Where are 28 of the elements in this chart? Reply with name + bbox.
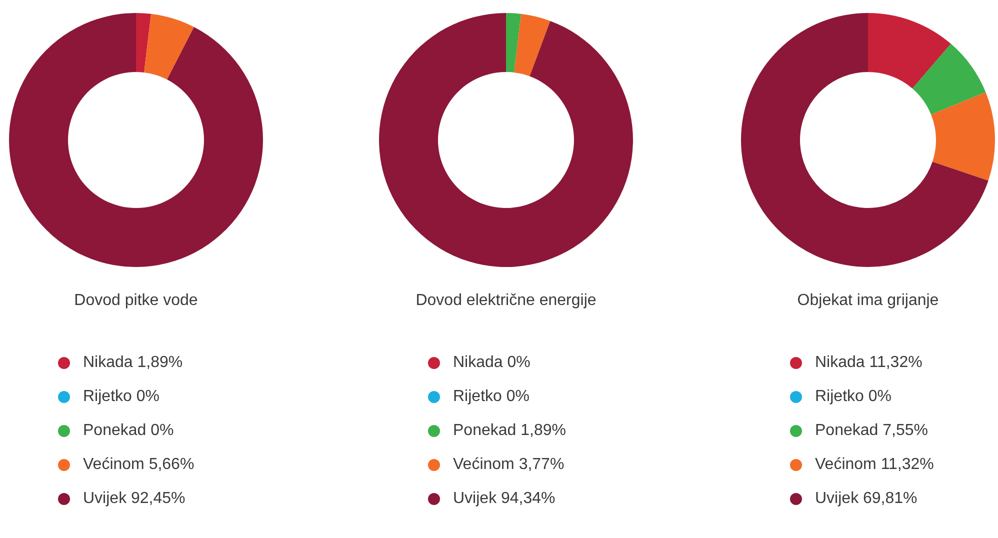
donut-slice — [931, 92, 995, 181]
legend-label: Ponekad 7,55% — [815, 422, 928, 440]
legend-label: Nikada 1,89% — [83, 354, 183, 372]
donut-slice — [506, 13, 522, 72]
legend-label: Ponekad 0% — [83, 422, 174, 440]
legend-label: Rijetko 0% — [815, 388, 892, 406]
text: Dovod električne energije — [414, 292, 598, 310]
donut-slice — [9, 13, 263, 267]
legend-label: Većinom 5,66% — [83, 456, 194, 474]
legend-label: Nikada 0% — [453, 354, 530, 372]
legend-label: Većinom 11,32% — [815, 456, 934, 474]
donut-slice — [868, 13, 951, 88]
legend-label: Većinom 3,77% — [453, 456, 564, 474]
donut-slice — [144, 14, 194, 80]
donut-slice — [136, 13, 152, 72]
legend-label: Rijetko 0% — [453, 388, 530, 406]
text: Dovod pitke vode — [73, 292, 199, 310]
donut-slice — [379, 13, 633, 267]
donut-slice — [912, 44, 986, 114]
legend-label: Ponekad 1,89% — [453, 422, 566, 440]
donut-slice — [514, 14, 550, 76]
legend-label: Nikada 11,32% — [815, 354, 922, 372]
donut-slice — [741, 13, 988, 267]
legend-label: Uvijek 69,81% — [815, 490, 918, 508]
text: Objekat ima grijanje — [796, 292, 940, 310]
legend-label: Uvijek 92,45% — [83, 490, 186, 508]
legend-label: Rijetko 0% — [83, 388, 160, 406]
legend-label: Uvijek 94,34% — [453, 490, 556, 508]
